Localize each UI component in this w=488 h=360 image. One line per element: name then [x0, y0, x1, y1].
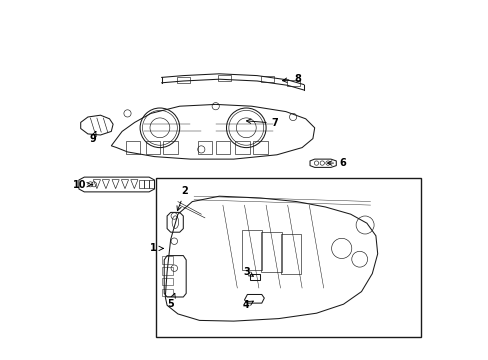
Text: 8: 8 [282, 74, 301, 84]
Text: 1: 1 [150, 243, 163, 253]
Text: 2: 2 [177, 186, 188, 211]
Text: 5: 5 [167, 293, 175, 309]
Text: 6: 6 [327, 158, 345, 168]
Text: 7: 7 [246, 118, 278, 128]
Text: 9: 9 [89, 131, 96, 144]
Text: 4: 4 [243, 300, 253, 310]
Text: 3: 3 [243, 267, 253, 277]
Text: 10: 10 [73, 180, 92, 190]
